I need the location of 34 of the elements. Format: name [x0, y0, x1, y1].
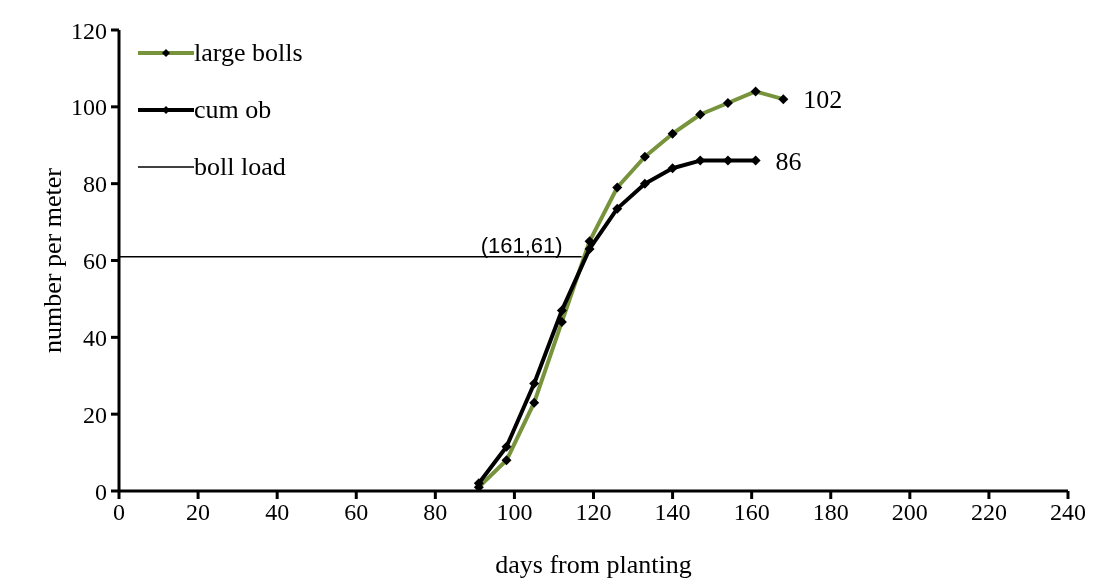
x-tick-label: 0: [113, 499, 125, 526]
legend-label: large bolls: [194, 37, 303, 68]
y-tick-label: 60: [83, 248, 107, 275]
annotation: 86: [775, 146, 802, 176]
point: [639, 178, 650, 189]
x-tick-label: 140: [654, 499, 691, 526]
x-tick-label: 100: [496, 499, 533, 526]
y-tick-label: 100: [71, 94, 107, 121]
x-tick-label: 60: [344, 499, 369, 526]
x-tick-label: 80: [423, 499, 448, 526]
y-tick-label: 0: [95, 478, 107, 505]
point: [612, 203, 623, 214]
point: [556, 305, 567, 316]
x-tick-label: 200: [891, 499, 928, 526]
x-tick-label: 180: [812, 499, 849, 526]
legend-label: boll load: [194, 151, 286, 182]
annotation: (161,61): [480, 232, 563, 258]
x-axis-title: days from planting: [495, 550, 692, 580]
y-tick-label: 20: [83, 401, 107, 428]
y-tick-label: 40: [83, 324, 107, 351]
legend-label: cum ob: [194, 94, 272, 125]
x-tick-label: 240: [1050, 499, 1086, 526]
point: [667, 163, 678, 174]
point: [501, 441, 512, 452]
x-tick-label: 160: [733, 499, 770, 526]
x-tick-label: 20: [186, 499, 211, 526]
x-tick-label: 40: [265, 499, 290, 526]
y-tick-label: 80: [83, 171, 107, 198]
x-tick-label: 120: [575, 499, 612, 526]
y-axis-title: number per meter: [38, 167, 68, 353]
x-tick-label: 220: [970, 499, 1007, 526]
annotation: 102: [803, 85, 843, 115]
y-tick-label: 120: [71, 17, 107, 44]
point: [529, 378, 540, 389]
